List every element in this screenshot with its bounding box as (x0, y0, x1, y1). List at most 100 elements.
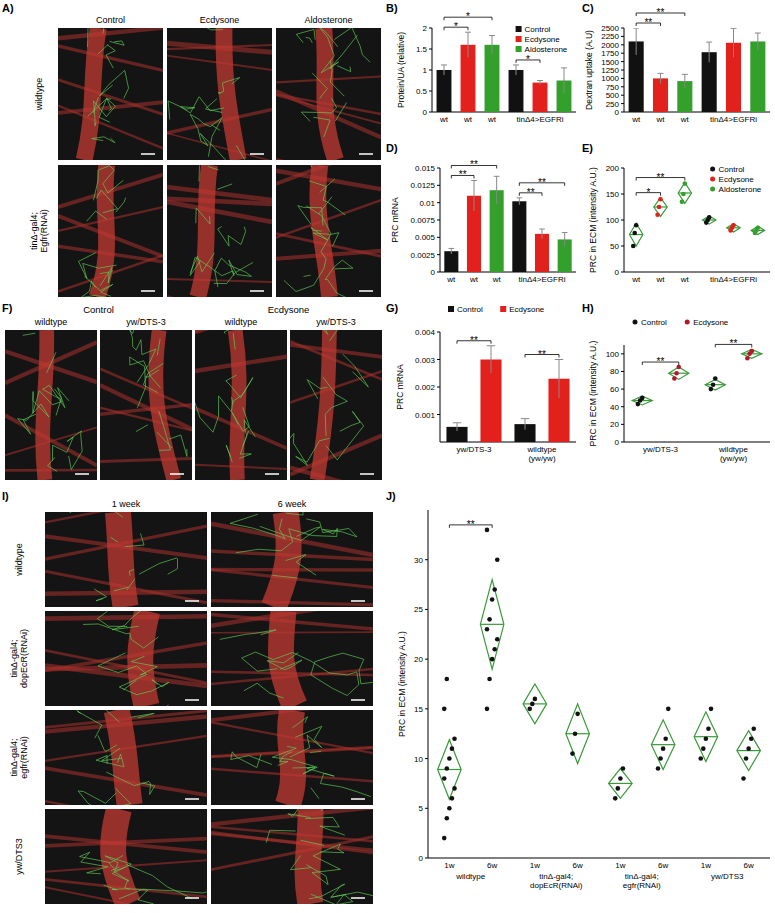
ecm-fiber (80, 295, 94, 297)
column-header: 1 week (112, 499, 141, 509)
muscle-fiber (100, 458, 192, 461)
ecm-fiber (102, 748, 120, 761)
legend-swatch (516, 26, 522, 32)
ecm-fiber (152, 682, 169, 690)
column-header: wildtype (224, 317, 258, 327)
text-line: tinΔ-gal4; (9, 639, 19, 677)
y-tick (621, 442, 624, 443)
image-panel: I)1 week6 weekwildtypetinΔ-gal4;dopEcR(R… (2, 434, 391, 913)
data-point (495, 637, 500, 642)
muscle-fiber (58, 46, 163, 70)
muscle-fiber (58, 106, 163, 149)
ecm-fiber (337, 293, 347, 297)
error-cap (539, 229, 545, 230)
image-background (45, 710, 207, 805)
image-background (167, 28, 272, 160)
significance-label: * (646, 187, 650, 198)
ecm-fiber (133, 611, 148, 617)
muscle-fiber (58, 80, 163, 115)
y-axis-label: PRC mRNA (395, 364, 405, 410)
error-bar (733, 28, 734, 57)
text-line: wildtype (527, 445, 557, 454)
y-tick-label: 0.002 (415, 383, 436, 392)
ecm-fiber (311, 661, 329, 673)
panel-label: D) (386, 142, 398, 154)
y-tick-label: 0.004 (415, 328, 436, 337)
ecm-fiber (217, 184, 232, 189)
ecm-fiber (342, 35, 358, 55)
data-point (658, 197, 663, 202)
ecm-fiber (100, 85, 113, 96)
ecm-fiber (359, 659, 364, 670)
ecm-fiber (241, 377, 253, 397)
ecm-fiber (142, 349, 156, 355)
y-tick-label: 2000 (601, 41, 619, 50)
panel-label: C) (582, 2, 594, 14)
error-bar (542, 229, 543, 239)
ecm-fiber (167, 887, 192, 898)
x-tick-label: wt (487, 115, 497, 124)
bar (485, 45, 500, 112)
error-bar (451, 248, 452, 254)
y-tick (429, 49, 432, 50)
ecm-fiber (177, 559, 178, 569)
ecm-fiber (336, 395, 347, 402)
ecm-fiber (99, 98, 107, 117)
ecm-fiber (149, 781, 151, 783)
ecm-fiber (316, 112, 330, 113)
ecm-fiber (114, 871, 129, 881)
y-tick-label: 0.0025 (411, 251, 436, 260)
ecm-fiber (116, 202, 124, 212)
ecm-fiber (218, 229, 229, 246)
legend-label: Control (719, 165, 745, 174)
heart-tube (281, 611, 295, 706)
ecm-fiber (138, 900, 154, 904)
legend-swatch (633, 320, 638, 325)
error-bar (684, 74, 685, 87)
ecm-fiber (312, 535, 337, 537)
y-tick-label: 15 (414, 705, 423, 714)
y-tick-label: 40 (610, 403, 619, 412)
data-point (680, 200, 685, 205)
x-group-label: yw/DTS-3 (456, 445, 492, 454)
y-tick (621, 95, 624, 96)
ecm-fiber (313, 117, 330, 120)
ecm-fiber (209, 266, 217, 272)
y-tick (437, 202, 440, 203)
data-point (492, 647, 497, 652)
y-tick-label: 100 (606, 350, 620, 359)
ecm-fiber (326, 446, 337, 460)
data-point (621, 766, 626, 771)
ecm-fiber (130, 633, 132, 639)
ecm-fiber (358, 892, 373, 898)
y-tick-label: 50 (610, 242, 619, 251)
ecm-fiber (305, 717, 308, 723)
column-group-header: Ecdysone (268, 304, 310, 315)
ecm-fiber (101, 861, 111, 863)
ecm-fiber (215, 258, 222, 271)
ecm-fiber (296, 29, 314, 34)
ecm-fiber (325, 414, 327, 436)
ecm-fiber (101, 286, 112, 293)
y-tick-label: 0.005 (415, 233, 436, 242)
ecm-fiber (325, 407, 331, 414)
heart-tube (274, 512, 289, 607)
y-tick (621, 371, 624, 372)
ecm-fiber (307, 441, 320, 462)
ecm-fiber (200, 418, 213, 432)
ecm-fiber (105, 745, 116, 751)
ecm-fiber (291, 855, 301, 869)
ecm-fiber (70, 512, 91, 513)
y-tick-label: 750 (606, 83, 620, 92)
y-tick (425, 659, 428, 660)
ecm-fiber (80, 431, 82, 434)
ecm-fiber (203, 887, 207, 893)
ecm-fiber (127, 579, 135, 591)
ecm-fiber (226, 445, 232, 462)
y-tick (437, 414, 440, 415)
text-line: egfr(RNAi) (19, 736, 29, 779)
x-tick-label: 6w (658, 861, 668, 870)
ecm-fiber (323, 377, 336, 395)
y-axis-label: PRC in ECM (intensity A.U.) (588, 167, 598, 273)
ecm-fiber (270, 693, 284, 698)
